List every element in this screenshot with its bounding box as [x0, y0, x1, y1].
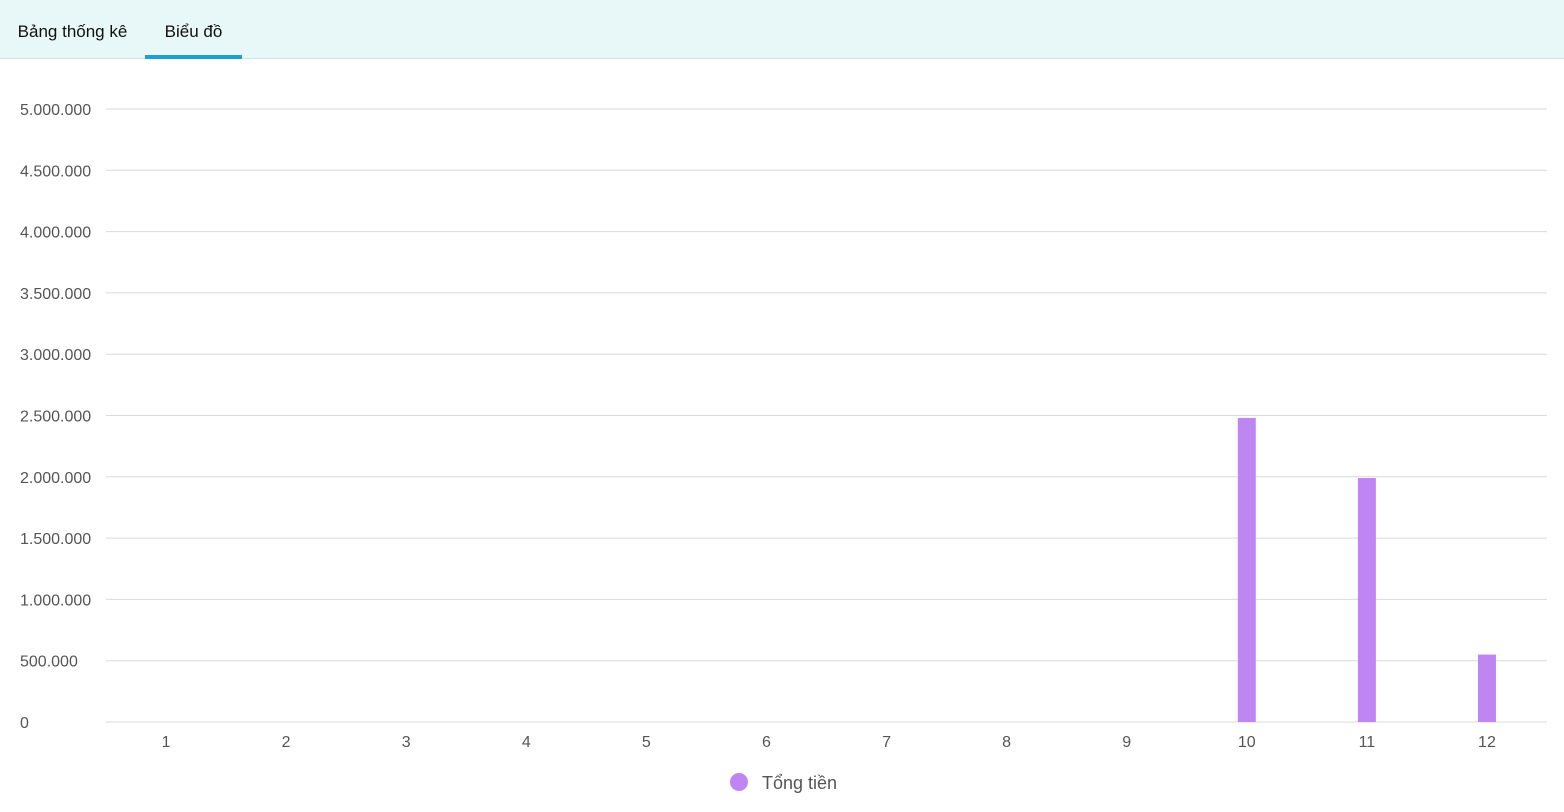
x-tick-label: 3 [402, 734, 411, 751]
y-tick-label: 4.000.000 [20, 225, 91, 242]
x-tick-label: 4 [522, 734, 531, 751]
tab-bar: Bảng thống kê Biểu đồ [0, 0, 1564, 59]
x-axis-ticks: 1 2 3 4 5 6 7 8 9 10 11 12 [162, 734, 1496, 751]
y-tick-label: 1.000.000 [20, 592, 91, 609]
bars [1237, 417, 1496, 722]
y-tick-label: 0 [20, 715, 29, 732]
x-tick-label: 8 [1002, 734, 1011, 751]
x-tick-label: 6 [762, 734, 771, 751]
y-tick-label: 2.000.000 [20, 470, 91, 487]
chart-area: 0 500.000 1.000.000 1.500.000 2.000.000 2.500… [0, 60, 1564, 807]
bar[interactable] [1477, 654, 1496, 722]
tab-statistics-table[interactable]: Bảng thống kê [17, 22, 128, 41]
x-tick-label: 1 [162, 734, 171, 751]
bar-chart: 0 500.000 1.000.000 1.500.000 2.000.000 2.500… [20, 102, 1547, 793]
y-tick-label: 3.500.000 [20, 286, 91, 303]
x-tick-label: 12 [1478, 734, 1496, 751]
bar[interactable] [1357, 478, 1376, 722]
y-tick-label: 2.500.000 [20, 409, 91, 426]
y-tick-label: 3.000.000 [20, 347, 91, 364]
x-tick-label: 10 [1238, 734, 1256, 751]
x-tick-label: 11 [1359, 734, 1376, 751]
x-tick-label: 9 [1122, 734, 1131, 751]
y-tick-label: 5.000.000 [20, 102, 91, 119]
x-tick-label: 2 [282, 734, 291, 751]
legend-label[interactable]: Tổng tiền [762, 773, 837, 793]
y-tick-label: 4.500.000 [20, 163, 91, 180]
grid-lines [106, 108, 1547, 723]
y-tick-label: 500.000 [20, 654, 78, 671]
legend-marker[interactable] [730, 773, 748, 791]
y-tick-label: 1.500.000 [20, 531, 91, 548]
x-tick-label: 5 [642, 734, 651, 751]
tab-chart[interactable]: Biểu đồ [145, 0, 242, 59]
x-tick-label: 7 [882, 734, 891, 751]
legend[interactable]: Tổng tiền [730, 773, 837, 793]
bar[interactable] [1237, 417, 1256, 722]
y-axis-ticks: 0 500.000 1.000.000 1.500.000 2.000.000 2.500… [20, 102, 91, 732]
